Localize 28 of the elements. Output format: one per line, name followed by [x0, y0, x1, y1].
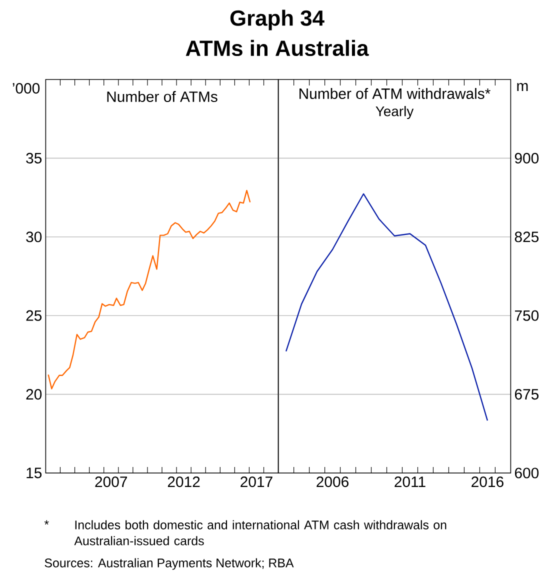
y-axis-title: m — [517, 83, 528, 92]
annotation: Number of ATM withdrawals* — [300, 88, 490, 99]
y-tick-label: 750 — [514, 310, 539, 321]
x-tick-label: 2017 — [240, 476, 272, 488]
y-tick-label: 600 — [514, 468, 539, 478]
text: * — [44, 520, 49, 525]
y-axis-title: ’000 — [12, 83, 40, 94]
x-tick-label: 2011 — [394, 476, 426, 488]
text: Includes both domestic and international ATM cash withdrawals on Australian-issued cards — [74, 520, 446, 546]
y-tick-label: 25 — [26, 310, 42, 321]
source-note: Sources: Australian Payments Network; RBA — [44, 558, 294, 570]
y-tick-label: 15 — [26, 468, 42, 478]
annotation: Yearly — [376, 106, 414, 120]
annotation: Number of ATMs — [107, 91, 218, 102]
x-tick-label: 2012 — [168, 476, 200, 488]
x-tick-label: 2006 — [316, 476, 348, 488]
y-tick-label: 35 — [26, 152, 42, 164]
y-tick-label: 20 — [26, 389, 42, 400]
line-series — [48, 190, 251, 390]
x-tick-label: 2007 — [95, 476, 127, 488]
y-tick-label: 30 — [26, 232, 42, 242]
y-tick-label: 825 — [514, 232, 539, 242]
x-tick-label: 2016 — [472, 476, 504, 488]
y-tick-label: 900 — [514, 152, 539, 164]
chart-subtitle: ATMs in Australia — [186, 40, 369, 56]
line-series — [285, 193, 488, 422]
y-tick-label: 675 — [514, 389, 539, 400]
chart-title: Graph 34 — [230, 10, 324, 30]
